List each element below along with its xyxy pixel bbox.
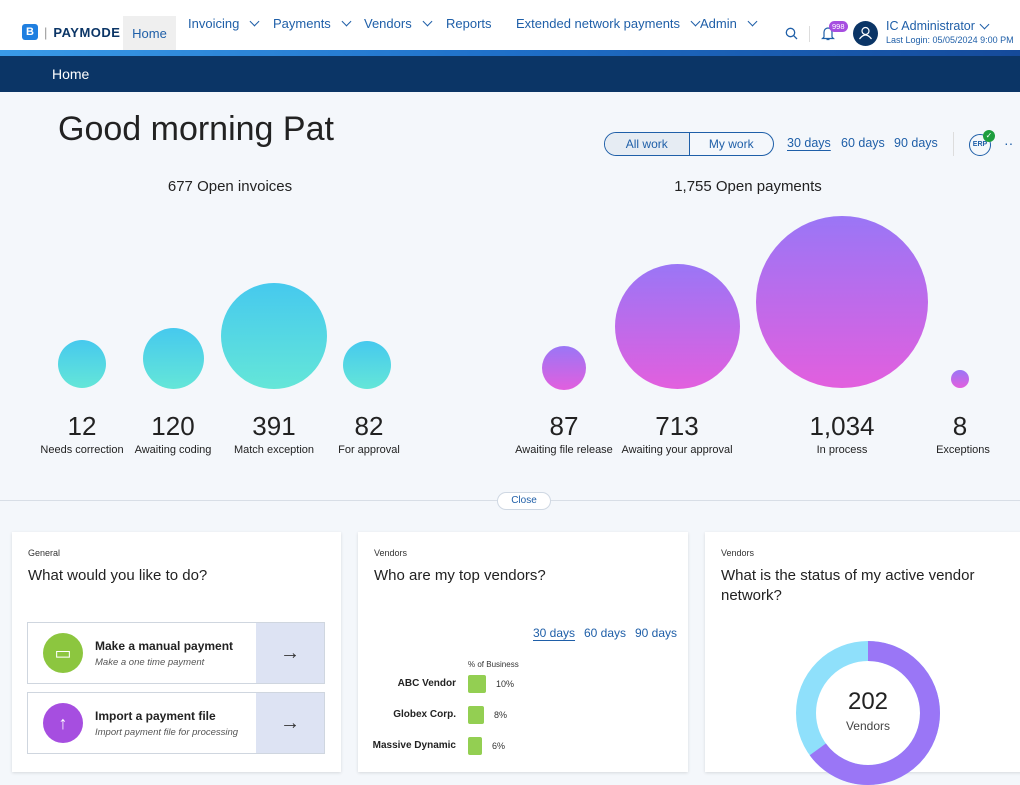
greeting: Good morning Pat (58, 110, 334, 148)
check-icon: ✓ (983, 130, 995, 142)
chevron-down-icon (979, 19, 990, 29)
awaiting-coding-count: 120 (151, 411, 195, 441)
bubble-awaiting-your-approval[interactable] (615, 264, 740, 389)
bubble-in-process[interactable] (756, 216, 928, 388)
import-payment-file-action[interactable]: ↑ Import a payment file Import payment fi… (27, 692, 325, 754)
vendor-bar[interactable] (468, 737, 482, 755)
breadcrumb: Home (0, 56, 1020, 92)
header-stripe (0, 50, 1020, 56)
chevron-down-icon (422, 16, 433, 27)
vendors-days-30[interactable]: 30 days (533, 626, 576, 640)
vendor-bar[interactable] (468, 675, 486, 693)
match-exception-label: Match exception (233, 444, 315, 456)
needs-correction-label: Needs correction (40, 444, 124, 456)
arrow-right-icon[interactable]: → (256, 693, 324, 753)
awaiting-your-approval-label: Awaiting your approval (621, 444, 733, 456)
chevron-down-icon (249, 16, 260, 27)
vendor-pct: 6% (492, 741, 506, 751)
chevron-down-icon (747, 16, 758, 27)
bubble-for-approval[interactable] (343, 341, 391, 389)
nav-vendors[interactable]: Vendors (364, 16, 433, 31)
days-30[interactable]: 30 days (787, 136, 831, 150)
vendors-days-90[interactable]: 90 days (635, 626, 678, 640)
exceptions-count: 8 (952, 411, 968, 441)
card-vendor-network: Vendors What is the status of my active … (705, 532, 1020, 785)
nav-payments[interactable]: Payments (273, 16, 352, 31)
bubble-needs-correction[interactable] (58, 340, 106, 388)
vendor-name: ABC Vendor (397, 678, 456, 689)
exceptions-label: Exceptions (936, 444, 990, 456)
last-login: Last Login: 05/05/2024 9:00 PM (886, 35, 1014, 45)
needs-correction-count: 12 (67, 411, 97, 441)
paymode-logo[interactable]: B | PAYMODE (22, 24, 120, 40)
nav-reports[interactable]: Reports (446, 16, 492, 31)
card-general: General What would you like to do? ▭ Mak… (12, 532, 341, 772)
vendor-unit: Vendors (845, 719, 891, 733)
vendor-name: Massive Dynamic (372, 740, 456, 751)
vendor-total: 202 (847, 688, 889, 715)
notification-badge: 998 (829, 21, 848, 32)
card-question: What would you like to do? (28, 567, 208, 584)
for-approval-label: For approval (338, 444, 400, 456)
nav-extended-network-payments[interactable]: Extended network payments (516, 16, 701, 31)
erp-sync-icon[interactable]: ERP (969, 134, 991, 156)
card-question: Who are my top vendors? (374, 567, 546, 584)
awaiting-file-release-count: 87 (549, 411, 579, 441)
all-work-toggle[interactable]: All work (605, 133, 690, 155)
divider (953, 132, 954, 156)
bubble-exceptions[interactable] (951, 370, 969, 388)
card-category: Vendors (721, 548, 755, 558)
nav-admin[interactable]: Admin (700, 16, 758, 31)
arrow-right-icon[interactable]: → (256, 623, 324, 683)
avatar[interactable] (853, 21, 878, 46)
close-button[interactable]: Close (497, 492, 551, 510)
vendor-name: Globex Corp. (393, 709, 456, 720)
bubble-awaiting-coding[interactable] (143, 328, 204, 389)
awaiting-coding-label: Awaiting coding (134, 444, 212, 456)
card-top-vendors: Vendors Who are my top vendors? 30 days … (358, 532, 688, 772)
bubble-awaiting-file-release[interactable] (542, 346, 586, 390)
match-exception-count: 391 (252, 411, 296, 441)
awaiting-file-release-label: Awaiting file release (515, 444, 613, 456)
card-question: What is the status of my active vendor n… (721, 567, 975, 604)
user-icon (859, 26, 872, 40)
days-60[interactable]: 60 days (841, 136, 885, 150)
more-icon[interactable]: ·· (1004, 135, 1014, 151)
make-manual-payment-action[interactable]: ▭ Make a manual payment Make a one time p… (27, 622, 325, 684)
my-work-toggle[interactable]: My work (708, 137, 754, 151)
upload-icon: ↑ (43, 703, 83, 743)
days-90[interactable]: 90 days (894, 136, 938, 150)
in-process-label: In process (816, 444, 868, 456)
bubble-match-exception[interactable] (221, 283, 327, 389)
card-category: General (28, 548, 61, 558)
user-menu[interactable]: IC Administrator (886, 19, 990, 33)
chevron-down-icon (341, 16, 352, 27)
open-payments-title: 1,755 Open payments (674, 178, 822, 195)
search-icon[interactable] (785, 27, 798, 40)
card-category: Vendors (374, 548, 408, 558)
awaiting-your-approval-count: 713 (655, 411, 699, 441)
divider (809, 26, 810, 42)
payment-icon: ▭ (43, 633, 83, 673)
vendor-bar[interactable] (468, 706, 484, 724)
vendors-axis-label: % of Business (468, 660, 519, 669)
for-approval-count: 82 (354, 411, 384, 441)
vendors-days-60[interactable]: 60 days (584, 626, 627, 640)
chevron-down-icon (690, 16, 701, 27)
nav-invoicing[interactable]: Invoicing (188, 16, 260, 31)
vendor-pct: 8% (494, 710, 508, 720)
in-process-count: 1,034 (809, 411, 875, 441)
vendor-pct: 10% (496, 679, 515, 689)
work-toggle[interactable]: All work My work (604, 132, 774, 156)
open-invoices-title: 677 Open invoices (167, 178, 293, 195)
